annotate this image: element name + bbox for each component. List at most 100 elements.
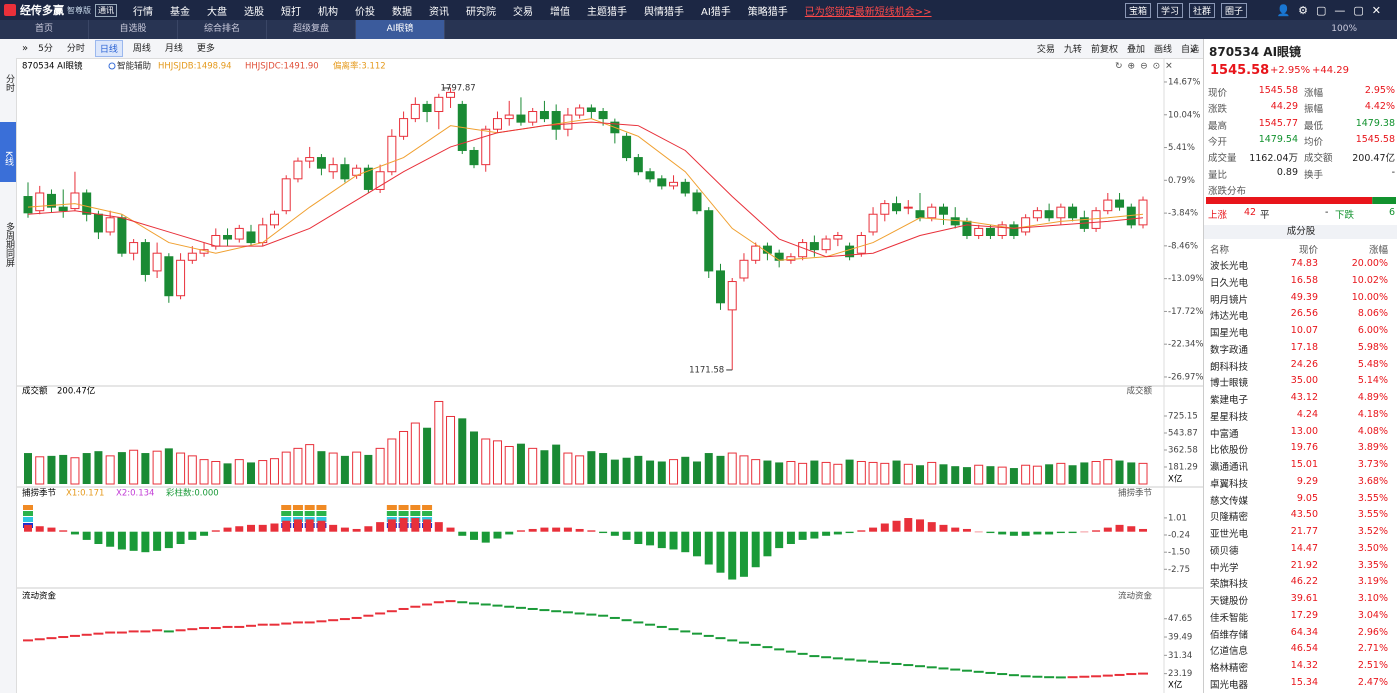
bar bbox=[399, 430, 409, 485]
menu-item[interactable]: 行情 bbox=[133, 6, 153, 18]
top-button[interactable]: 社群 bbox=[1188, 2, 1215, 18]
tool[interactable]: 交易 bbox=[1036, 45, 1055, 55]
tab[interactable]: 首页 bbox=[0, 20, 89, 39]
stock-name[interactable]: 格林精密 bbox=[1210, 663, 1249, 675]
period[interactable]: 周线 bbox=[132, 44, 151, 54]
collapse[interactable]: » bbox=[22, 43, 29, 54]
y-tick-label: 1.01 bbox=[1168, 513, 1187, 523]
promo[interactable]: 已为您锁定最新短线机会>> bbox=[804, 6, 932, 18]
period[interactable]: 月线 bbox=[164, 44, 183, 54]
assist[interactable]: 智能辅助 bbox=[117, 61, 151, 72]
bar bbox=[822, 531, 831, 536]
stock-name[interactable]: 中光学 bbox=[1210, 562, 1239, 574]
menu-item[interactable]: 价投 bbox=[355, 6, 375, 18]
stock-name[interactable]: 贝隆精密 bbox=[1210, 512, 1249, 524]
menu-item[interactable]: 大盘 bbox=[207, 6, 227, 18]
menu-item[interactable]: 选股 bbox=[244, 6, 264, 18]
menu-item[interactable]: 交易 bbox=[513, 6, 533, 18]
tool[interactable]: 自选 bbox=[1180, 45, 1199, 55]
indicator: X1:0.171 bbox=[66, 489, 104, 499]
menu-item[interactable]: AI猎手 bbox=[701, 6, 731, 18]
menu-item[interactable]: 研究院 bbox=[466, 6, 496, 18]
candle-body bbox=[469, 149, 479, 166]
menu-item[interactable]: 短打 bbox=[281, 6, 301, 18]
bar bbox=[199, 459, 209, 485]
bar bbox=[399, 518, 408, 532]
candle-body bbox=[774, 252, 784, 261]
bar bbox=[117, 531, 126, 550]
bar bbox=[375, 447, 385, 485]
period[interactable]: 更多 bbox=[196, 44, 215, 54]
color-column bbox=[23, 511, 33, 516]
stock-name[interactable]: 星星科技 bbox=[1210, 411, 1249, 423]
menu-item[interactable]: 增值 bbox=[550, 6, 570, 18]
menu-item[interactable]: 资讯 bbox=[429, 6, 449, 18]
stock-name[interactable]: 紫建电子 bbox=[1210, 395, 1249, 407]
candle-body bbox=[868, 213, 878, 233]
stock-value: 15.01 bbox=[1290, 459, 1318, 471]
stock-name[interactable]: 硕贝德 bbox=[1210, 545, 1239, 557]
tool[interactable]: 前复权 bbox=[1090, 45, 1118, 55]
stock-value: 43.12 bbox=[1290, 392, 1318, 404]
stock-name[interactable]: 国光电器 bbox=[1210, 680, 1249, 691]
chart-icons[interactable]: ↻⊕⊖⊙✕ bbox=[1115, 62, 1178, 72]
stock-name[interactable]: 天键股份 bbox=[1210, 596, 1249, 608]
candle-body bbox=[528, 111, 538, 123]
stock-value: 26.56 bbox=[1290, 308, 1318, 320]
menu-item[interactable]: 舆情猎手 bbox=[644, 6, 684, 18]
stock-name[interactable]: 博士眼镜 bbox=[1210, 378, 1249, 390]
collapse[interactable]: » bbox=[1190, 43, 1197, 56]
tab[interactable]: 综合排名 bbox=[178, 20, 267, 39]
bar bbox=[810, 460, 819, 484]
top-button[interactable]: 圈子 bbox=[1220, 2, 1247, 18]
stock-name[interactable]: 卓翼科技 bbox=[1210, 478, 1249, 490]
menu-item[interactable]: 策略猎手 bbox=[747, 6, 788, 18]
bar bbox=[317, 520, 326, 532]
stock-name[interactable]: 亿道信息 bbox=[1210, 646, 1249, 658]
menu-item[interactable]: 机构 bbox=[318, 6, 338, 18]
stock-name[interactable]: 朗科科技 bbox=[1210, 361, 1249, 373]
period[interactable]: 日线 bbox=[94, 40, 123, 57]
tool[interactable]: 叠加 bbox=[1126, 45, 1145, 55]
stock-name[interactable]: 中富通 bbox=[1210, 428, 1239, 440]
menu-item[interactable]: 数据 bbox=[392, 6, 412, 18]
stock-name[interactable]: 瀛通通讯 bbox=[1210, 462, 1249, 474]
quote-value: 200.47亿 bbox=[1352, 153, 1395, 165]
tab-bar: 首页 自选股 综合排名 超级复盘 AI眼镜 bbox=[0, 20, 1397, 39]
panel-label-right: 成交额 bbox=[1126, 386, 1152, 397]
stock-name[interactable]: 波长光电 bbox=[1210, 261, 1249, 272]
stock-name[interactable]: 荣旗科技 bbox=[1210, 579, 1249, 591]
period[interactable]: 5分 bbox=[38, 44, 53, 54]
tool[interactable]: 九转 bbox=[1063, 45, 1082, 55]
side-tab[interactable]: 分时 bbox=[4, 74, 14, 92]
stock-name[interactable]: 佳禾智能 bbox=[1210, 612, 1249, 624]
stock-value: 13.00 bbox=[1290, 425, 1318, 437]
top-button[interactable]: 学习 bbox=[1156, 2, 1183, 18]
top-button[interactable]: 宝箱 bbox=[1124, 2, 1151, 18]
tab[interactable]: 自选股 bbox=[89, 20, 178, 39]
period[interactable]: 分时 bbox=[66, 44, 85, 54]
stock-name[interactable]: 炜达光电 bbox=[1210, 311, 1249, 323]
stock-name[interactable]: 比依股份 bbox=[1210, 445, 1249, 457]
badge[interactable]: 通讯 bbox=[95, 3, 117, 17]
stock-name[interactable]: 国星光电 bbox=[1210, 328, 1249, 340]
stock-name[interactable]: 亚世光电 bbox=[1210, 529, 1249, 541]
side-tab[interactable]: 多周期同屏 bbox=[4, 221, 14, 267]
stock-name[interactable]: 数字政通 bbox=[1210, 344, 1249, 356]
stock-name[interactable]: 佰维存储 bbox=[1210, 629, 1249, 641]
side-tab[interactable]: K线 bbox=[0, 122, 16, 182]
tab[interactable]: 超级复盘 bbox=[267, 20, 356, 39]
menu-item[interactable]: 主题猎手 bbox=[587, 6, 627, 18]
tab[interactable]: AI眼镜 bbox=[356, 20, 445, 39]
bar bbox=[681, 531, 690, 553]
window-icons[interactable]: 👤⚙▢—▢✕ bbox=[1276, 3, 1389, 17]
color-column bbox=[23, 517, 33, 522]
stock-name[interactable]: 明月镜片 bbox=[1210, 294, 1249, 306]
y-tick-label: -26.97% bbox=[1168, 372, 1203, 382]
candle-body bbox=[892, 203, 902, 212]
stock-name[interactable]: 慈文传媒 bbox=[1210, 495, 1249, 507]
stock-name[interactable]: 日久光电 bbox=[1210, 277, 1249, 289]
tool[interactable]: 画线 bbox=[1153, 45, 1172, 55]
menu-item[interactable]: 基金 bbox=[170, 6, 190, 18]
candle-body bbox=[516, 114, 526, 123]
